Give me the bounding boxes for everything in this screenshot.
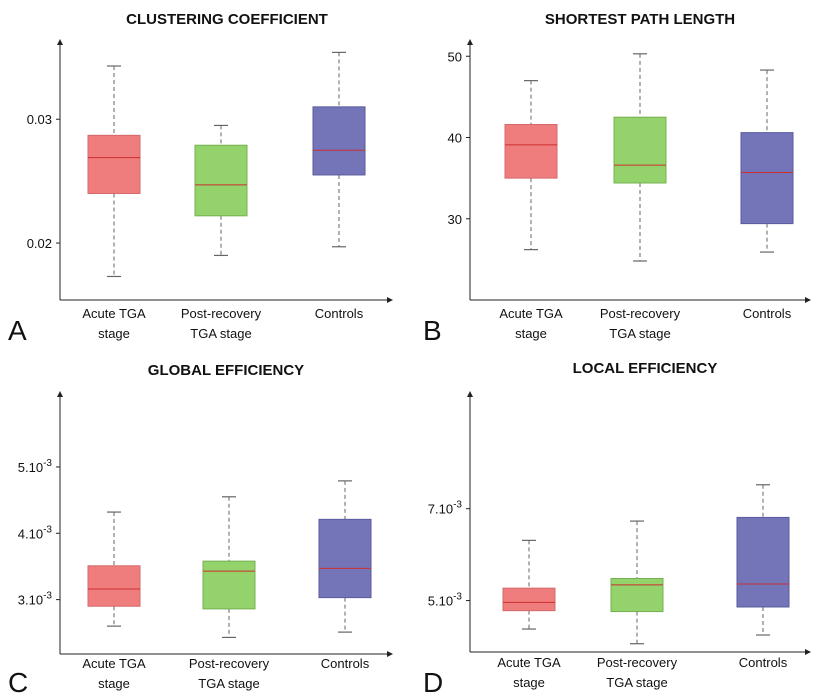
- category-label: Controls: [739, 655, 788, 670]
- iqr-box: [312, 106, 366, 176]
- iqr-box: [613, 116, 667, 184]
- x-axis-arrow: [387, 651, 393, 657]
- iqr-box: [202, 560, 256, 610]
- iqr-box: [318, 518, 372, 599]
- box-1: [504, 80, 558, 251]
- panel-letter: D: [423, 667, 443, 695]
- box-2: [613, 53, 667, 262]
- panel-b: SHORTEST PATH LENGTH 30 40 50 Acute TGA stage…: [423, 11, 811, 346]
- panel-letter: B: [423, 315, 442, 346]
- box-3: [736, 484, 790, 636]
- category-label: Controls: [743, 306, 792, 321]
- chart-title: SHORTEST PATH LENGTH: [545, 11, 735, 28]
- box-3: [312, 51, 366, 248]
- chart-title: CLUSTERING COEFFICIENT: [126, 11, 328, 28]
- y-tick-label: 40: [448, 131, 462, 146]
- x-axis-arrow: [387, 297, 393, 303]
- box-2: [610, 520, 664, 645]
- chart-title: LOCAL EFFICIENCY: [573, 360, 718, 377]
- y-tick-label: 4.10-3: [18, 524, 53, 541]
- iqr-box: [87, 565, 141, 607]
- iqr-box: [740, 132, 794, 225]
- y-tick-label: 5.10-3: [428, 592, 463, 609]
- category-label: Acute TGA stage: [497, 655, 561, 690]
- iqr-box: [87, 134, 141, 195]
- category-label: Acute TGA stage: [82, 656, 146, 691]
- box-1: [502, 539, 556, 630]
- iqr-box: [504, 124, 558, 179]
- y-tick-label: 0.03: [27, 112, 52, 127]
- chart-title: GLOBAL EFFICIENCY: [148, 362, 304, 379]
- category-label: Post-recovery TGA stage: [600, 306, 681, 341]
- box-1: [87, 65, 141, 278]
- category-label: Controls: [315, 306, 364, 321]
- box-3: [318, 480, 372, 633]
- box-1: [87, 511, 141, 627]
- box-3: [740, 69, 794, 253]
- y-tick-label: 5.10-3: [18, 458, 53, 475]
- y-tick-label: 3.10-3: [18, 591, 53, 608]
- y-axis-arrow: [467, 39, 473, 45]
- y-axis-arrow: [57, 391, 63, 397]
- box-2: [194, 124, 248, 257]
- category-label: Post-recovery TGA stage: [189, 656, 270, 691]
- y-axis-arrow: [467, 391, 473, 397]
- iqr-box: [502, 587, 556, 612]
- category-label: Acute TGA stage: [499, 306, 563, 341]
- panel-letter: C: [8, 667, 28, 695]
- y-tick-label: 7.10-3: [428, 500, 463, 517]
- iqr-box: [194, 144, 248, 217]
- category-label: Post-recovery TGA stage: [597, 655, 678, 690]
- y-tick-label: 50: [448, 49, 462, 64]
- category-label: Acute TGA stage: [82, 306, 146, 341]
- panel-a: CLUSTERING COEFFICIENT 0.02 0.03 Acute TGA s…: [8, 11, 393, 346]
- category-label: Post-recovery TGA stage: [181, 306, 262, 341]
- y-axis-arrow: [57, 39, 63, 45]
- x-axis-arrow: [805, 297, 811, 303]
- panel-letter: A: [8, 315, 27, 346]
- y-tick-label: 0.02: [27, 236, 52, 251]
- panel-d: LOCAL EFFICIENCY 5.10-3 7.10-3 Acute TGA sta…: [423, 360, 811, 695]
- iqr-box: [736, 516, 790, 608]
- box-2: [202, 496, 256, 639]
- y-tick-label: 30: [448, 212, 462, 227]
- category-label: Controls: [321, 656, 370, 671]
- iqr-box: [610, 578, 664, 613]
- panel-c: GLOBAL EFFICIENCY 3.10-3 4.10-3 5.10-3 Acute…: [8, 362, 393, 695]
- x-axis-arrow: [805, 649, 811, 655]
